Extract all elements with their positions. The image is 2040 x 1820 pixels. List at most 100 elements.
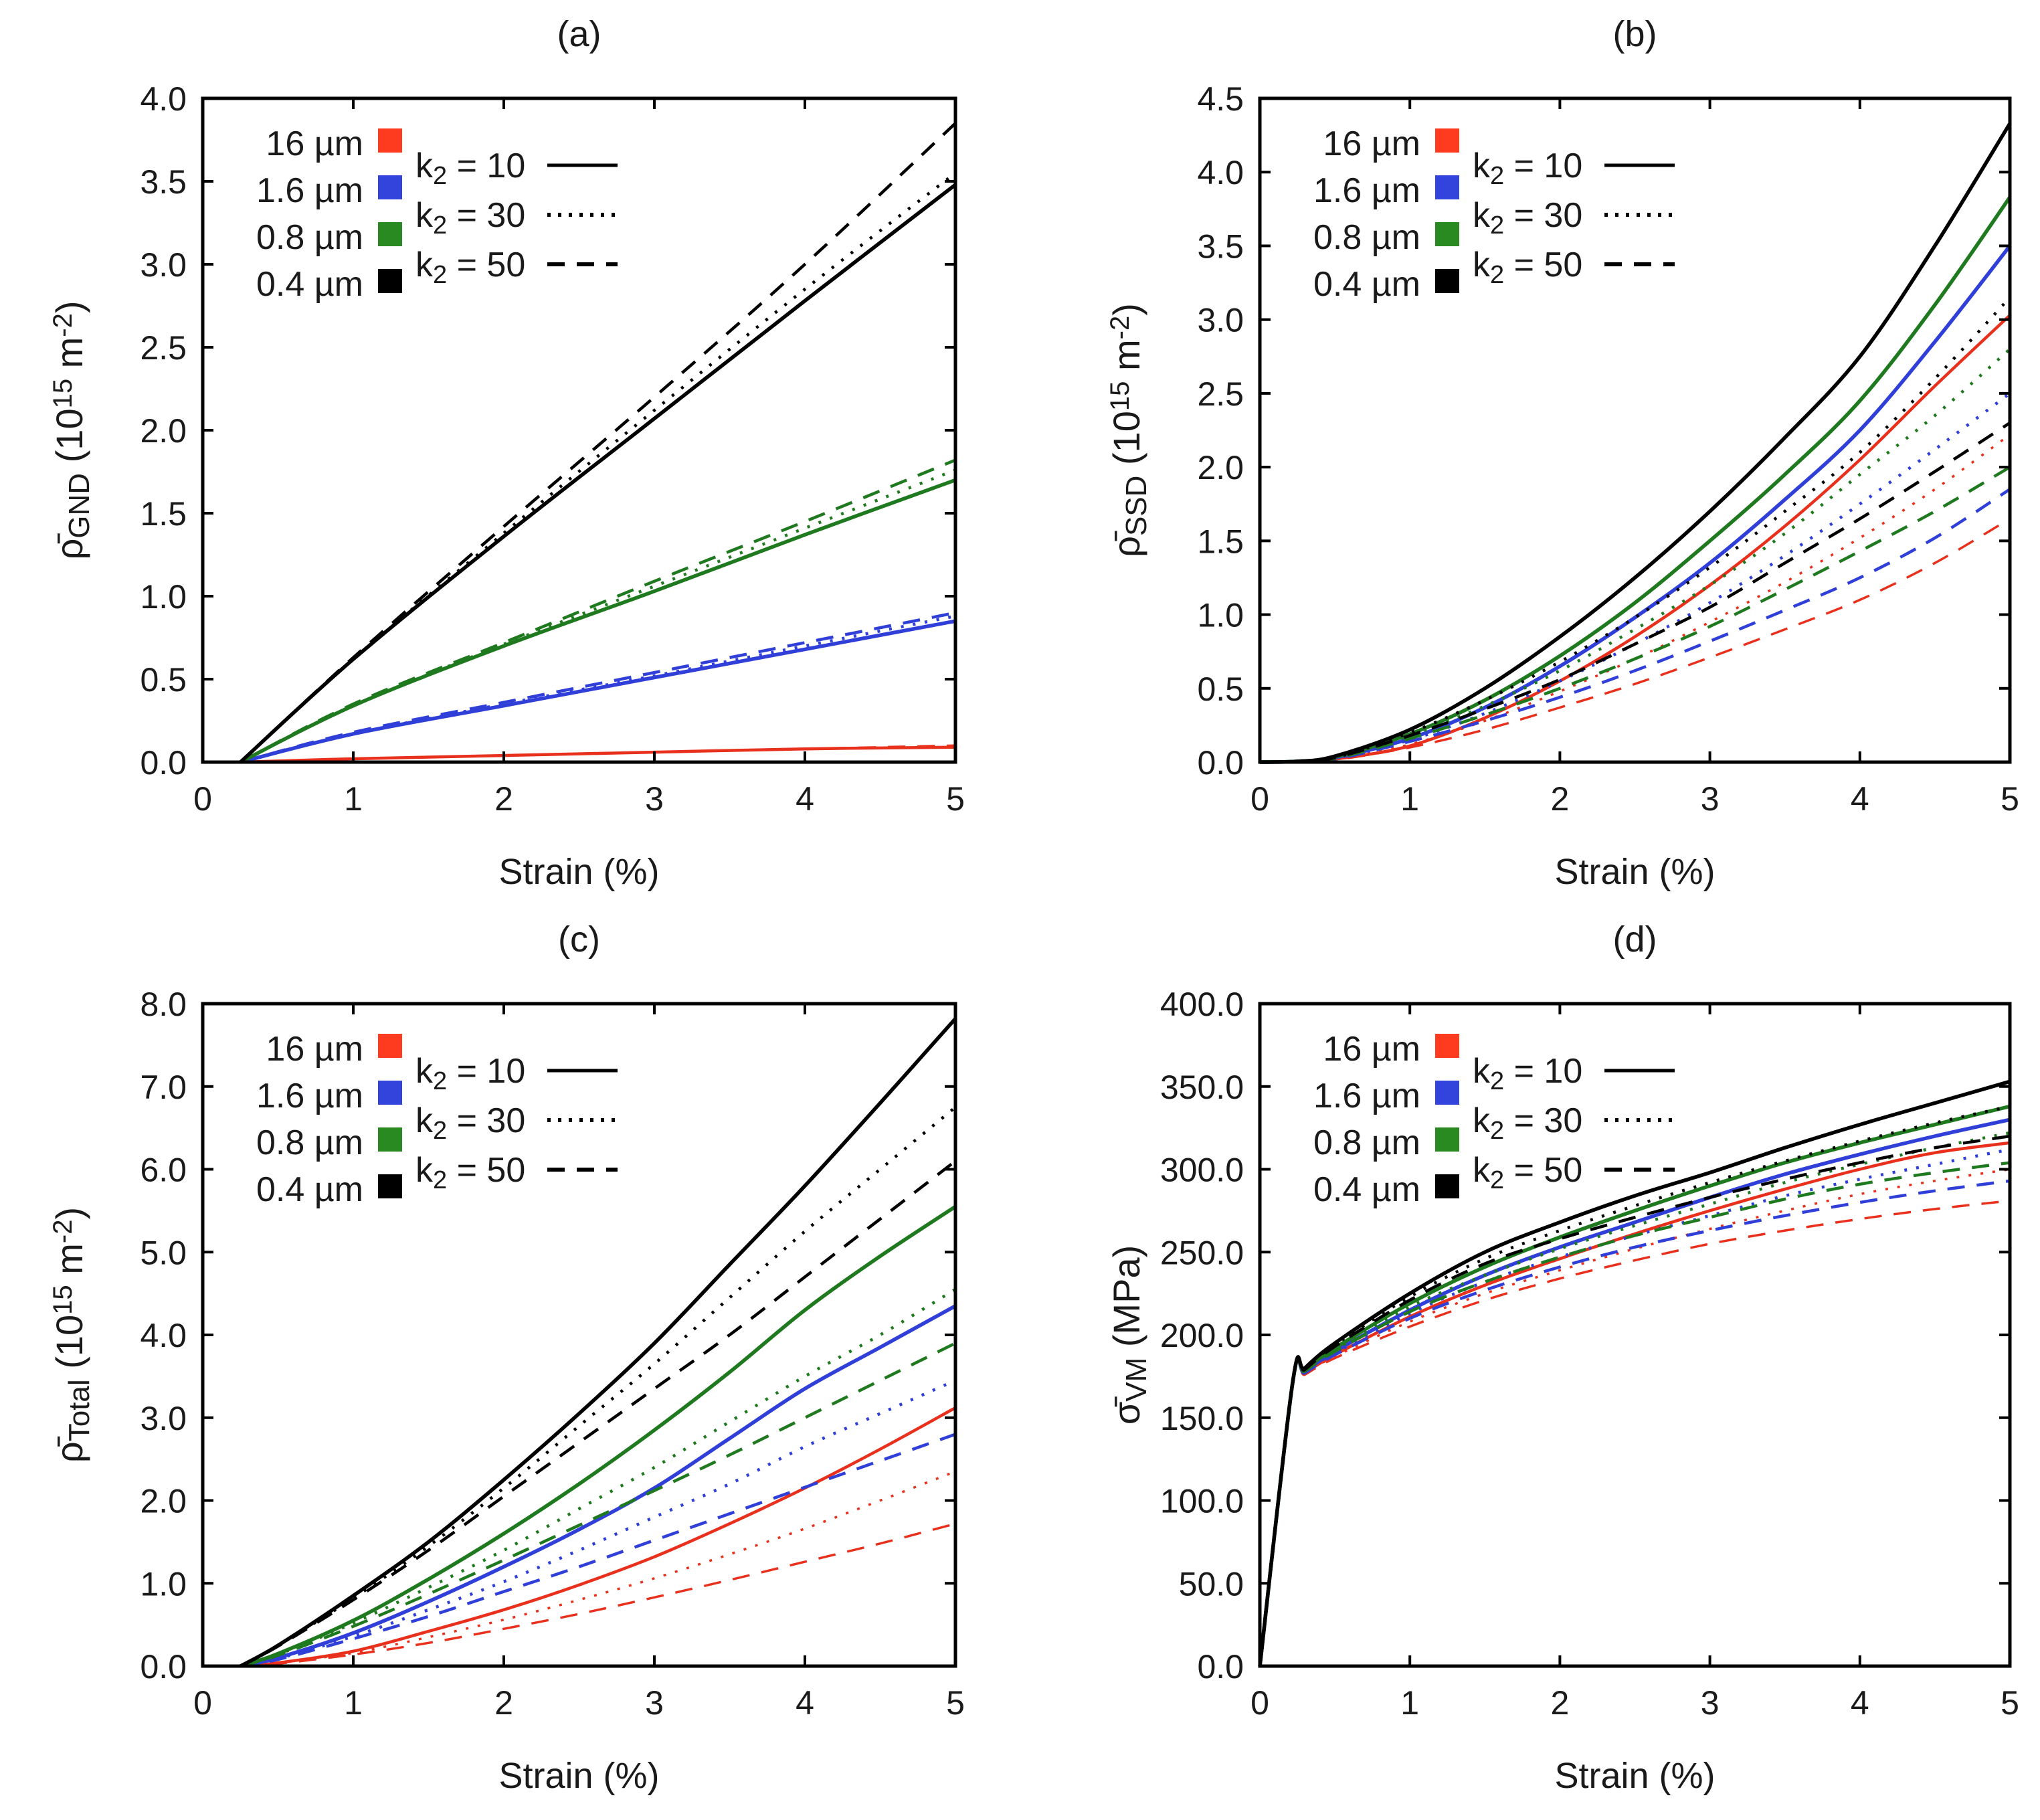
y-tick-label: 250.0 [1160,1234,1244,1271]
legend-k-letter: k [1473,1151,1491,1190]
series-line-1p6um-k2-50 [1258,1179,2011,1667]
x-tick-label: 3 [1701,1684,1720,1722]
legend-k2-label: k2 = 50 [1473,1151,1582,1194]
series-line-0p8um-k2-30 [1259,348,2011,764]
legend-swatch [378,269,402,293]
series-line-1p6um-k2-50 [240,1433,956,1668]
y-tick-label: 3.5 [140,163,187,201]
y-label-text-2: m [1105,339,1147,381]
y-label-subscript: Total [63,1379,96,1441]
x-tick-label: 1 [344,780,363,818]
legend-swatch [1435,175,1459,199]
legend-k-subscript: 2 [1490,211,1504,240]
legend-k-letter: k [415,196,434,235]
legend-swatch [378,175,402,199]
y-tick-label: 2.5 [140,329,187,367]
y-tick-label: 1.5 [1197,523,1244,560]
y-tick-label: 1.0 [1197,597,1244,634]
series-line-16um-k2-10 [1259,314,2011,764]
y-tick-label: 4.0 [140,1317,187,1354]
y-tick-label: 100.0 [1160,1483,1244,1520]
series-line-0p4um-k2-10 [239,1017,957,1668]
x-tick-label: 4 [1851,1684,1869,1722]
y-tick-label: 0.0 [1197,744,1244,782]
legend-k2-label: k2 = 50 [1473,246,1582,289]
x-tick-label: 4 [796,1684,814,1722]
y-tick-label: 5.0 [140,1234,187,1271]
y-tick-label: 400.0 [1160,986,1244,1023]
x-tick-label: 2 [494,1684,513,1722]
y-tick-label: 6.0 [140,1152,187,1189]
y-tick-label: 7.0 [140,1069,187,1106]
y-axis-label: ρ̄GND (1015 m-2) [48,300,96,559]
x-tick-label: 1 [1400,780,1419,818]
series-line-0p4um-k2-50 [1258,1134,2011,1667]
legend-size-label: 16 µm [266,124,363,163]
legend-swatch [378,222,402,246]
legend-k-value: = 30 [447,196,525,235]
panel-title: (d) [1613,919,1657,960]
x-tick-label: 0 [1250,1684,1269,1722]
y-tick-label: 3.5 [1197,227,1244,265]
y-tick-label: 8.0 [140,986,187,1023]
legend-size-label: 0.4 µm [256,1170,363,1209]
series-line-0p8um-k2-10 [240,478,956,764]
legend-size-label: 1.6 µm [1313,1077,1420,1115]
legend-swatch [378,1081,402,1105]
legend-k-value: = 50 [1504,246,1582,284]
y-tick-label: 0.0 [140,744,187,782]
legend-k-letter: k [1473,147,1491,185]
y-label-subscript: VM [1120,1358,1153,1402]
series-line-16um-k2-50 [1259,517,2011,763]
legend-k-letter: k [415,1052,434,1091]
x-tick-label: 0 [193,1684,212,1722]
legend-k-subscript: 2 [1490,1117,1504,1145]
series-line-0p8um-k2-10 [240,1204,957,1668]
series-line-1p6um-k2-10 [240,619,956,764]
y-label-text-2: m [48,337,90,379]
series-line-16um-k2-10 [240,745,956,764]
legend-k-subscript: 2 [1490,162,1504,190]
legend-k-value: = 30 [1504,196,1582,235]
legend-k-subscript: 2 [433,162,447,190]
series-line-0p4um-k2-30 [239,171,957,763]
series-line-1p6um-k2-10 [240,1304,957,1668]
legend-size-label: 0.8 µm [256,1123,363,1162]
y-tick-label: 4.0 [1197,154,1244,191]
y-tick-label: 2.0 [140,412,187,450]
chart-panel-a: (a) 0 1 2 3 4 5 0.0 0.5 1.0 1.5 2.0 2.5 3.0 3.5 4.0 Stra… [48,14,965,892]
legend-size-label: 0.4 µm [256,265,363,304]
x-tick-label: 2 [1550,1684,1569,1722]
legend-swatch [1435,1081,1459,1105]
legend-size-label: 1.6 µm [256,171,363,210]
chart-panel-b: (b) 0 1 2 3 4 5 0.0 0.5 1.0 1.5 2.0 2.5 3.0 3.5 4.0 4.5 S… [1105,14,2019,892]
legend-swatch [378,1127,402,1152]
legend-k-letter: k [1473,1052,1491,1091]
y-label-text-3: ) [48,300,90,313]
legend-k-value: = 50 [1504,1151,1582,1190]
x-tick-label: 3 [1701,780,1720,818]
y-tick-label: 200.0 [1160,1317,1244,1354]
series-line-0p8um-k2-30 [1258,1131,2011,1667]
y-label-superscript: 15 [1105,381,1135,412]
y-label-subscript: GND [63,473,96,539]
y-axis-label: ρ̄Total (1015 m-2) [48,1207,96,1463]
legend-k-subscript: 2 [433,1067,447,1095]
legend-size-label: 16 µm [1323,124,1420,163]
legend-size-label: 16 µm [266,1030,363,1069]
x-tick-label: 3 [645,1684,664,1722]
x-axis-label: Strain (%) [1554,1756,1715,1796]
legend-swatch [1435,1034,1459,1058]
x-tick-label: 3 [645,780,664,818]
legend-k-letter: k [1473,1101,1491,1140]
legend-k-letter: k [415,1151,434,1190]
series-line-16um-k2-30 [240,1470,956,1667]
y-label-superscript-2: -2 [48,1220,78,1244]
y-tick-label: 3.0 [140,246,187,284]
y-tick-label: 0.5 [140,661,187,699]
legend-k-subscript: 2 [1490,261,1504,289]
legend-k-subscript: 2 [433,261,447,289]
legend-k-letter: k [415,1101,434,1140]
x-axis-label: Strain (%) [498,852,659,892]
